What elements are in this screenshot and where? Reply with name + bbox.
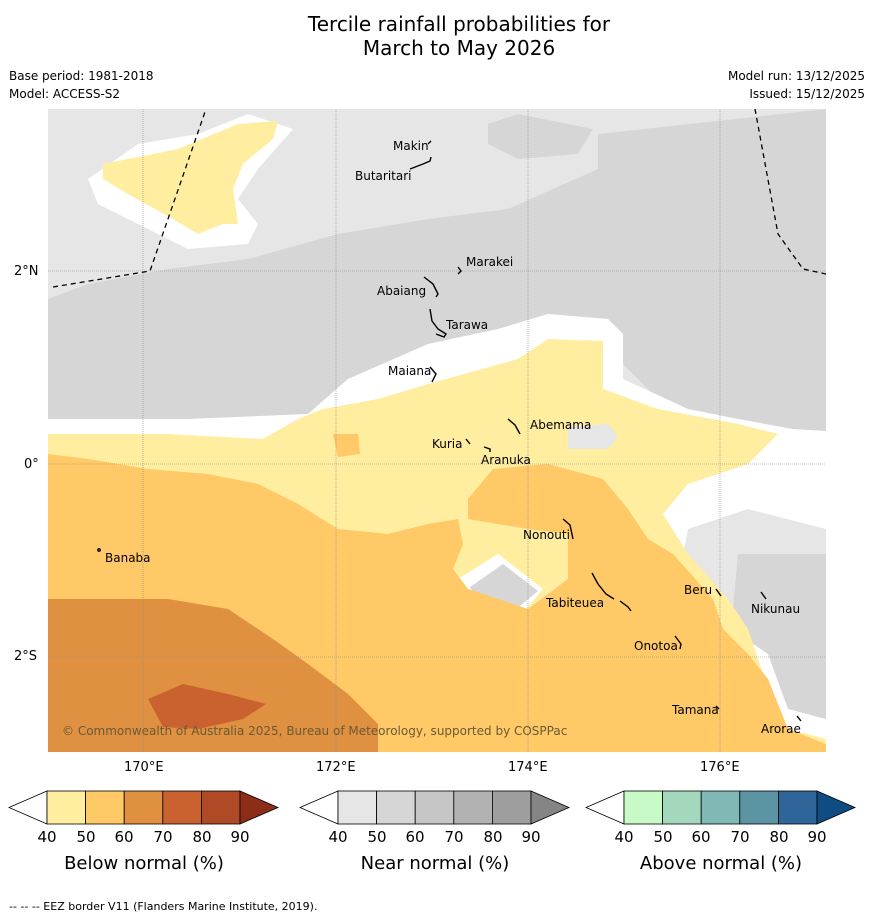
colorbar-segment	[662, 790, 702, 825]
colorbar-segment	[700, 790, 741, 825]
tick: 90	[230, 828, 250, 846]
place-maiana: Maiana	[388, 364, 432, 378]
model-name: Model: ACCESS-S2	[9, 87, 121, 101]
colorbar-segment	[162, 790, 202, 825]
colorbar-extend-low	[299, 790, 339, 825]
colorbar-title-below: Below normal (%)	[64, 853, 224, 874]
model-run: Model run: 13/12/2025	[727, 69, 865, 83]
colorbar-below-normal	[8, 790, 280, 825]
lat-label-2s: 2°S	[14, 649, 38, 664]
tick: 50	[653, 828, 673, 846]
place-marakei: Marakei	[466, 255, 514, 269]
place-onotoa: Onotoa	[634, 639, 678, 653]
colorbar-extend-low	[8, 790, 48, 825]
footnote-eez: -- -- -- EEZ border V11 (Flanders Marine…	[9, 900, 318, 913]
title-line-2: March to May 2026	[362, 36, 556, 60]
place-tabiteuea: Tabiteuea	[546, 596, 605, 610]
colorbar-title-above: Above normal (%)	[639, 853, 803, 874]
place-nikunau: Nikunau	[751, 602, 801, 616]
below-normal-50-patch	[333, 434, 360, 457]
tick: 70	[730, 828, 750, 846]
tick: 90	[807, 828, 827, 846]
map-title: Tercile rainfall probabilities for March…	[0, 12, 873, 60]
colorbar-segment	[46, 790, 86, 825]
colorbar-extend-high	[816, 790, 857, 825]
copyright-notice: © Commonwealth of Australia 2025, Bureau…	[62, 724, 568, 738]
eez-border	[52, 109, 826, 288]
place-tamana: Tamana	[672, 703, 719, 717]
near-normal-50-patch	[488, 114, 593, 159]
place-abaiang: Abaiang	[377, 284, 427, 298]
lon-label-172e: 172°E	[316, 760, 356, 775]
below-normal-40-north	[103, 121, 278, 234]
colorbar-above-normal	[585, 790, 857, 825]
place-beru: Beru	[684, 583, 713, 597]
title-line-1: Tercile rainfall probabilities for	[307, 12, 611, 36]
place-tarawa: Tarawa	[446, 318, 489, 332]
colorbar-near-normal	[299, 790, 571, 825]
colorbar-segment	[200, 790, 241, 825]
lon-label-170e: 170°E	[124, 760, 164, 775]
tick: 70	[444, 828, 464, 846]
place-aranuka: Aranuka	[481, 453, 531, 467]
colorbar-title-near: Near normal (%)	[360, 853, 510, 874]
lon-label-176e: 176°E	[700, 760, 740, 775]
tick: 50	[367, 828, 387, 846]
near-normal-patch-abemama	[568, 424, 618, 449]
colorbar-segment	[85, 790, 125, 825]
colorbar-segment	[623, 790, 663, 825]
tick: 40	[37, 828, 57, 846]
below-normal-60-region	[48, 599, 378, 752]
colorbar-segment	[123, 790, 164, 825]
place-kuria: Kuria	[432, 437, 463, 451]
tick: 80	[483, 828, 503, 846]
tick: 90	[521, 828, 541, 846]
place-nonouti: Nonouti	[523, 528, 570, 542]
colorbar-segment	[337, 790, 377, 825]
place-arorae: Arorae	[761, 722, 801, 736]
near-normal-50-region	[48, 109, 826, 449]
meta-left: Base period: 1981-2018 Model: ACCESS-S2	[9, 67, 154, 103]
colorbar-segment	[376, 790, 416, 825]
map-svg	[48, 109, 826, 752]
colorbar-segment	[777, 790, 818, 825]
tick: 60	[405, 828, 425, 846]
below-normal-70-region	[148, 684, 266, 729]
tick: 80	[192, 828, 212, 846]
meta-right: Model run: 13/12/2025 Issued: 15/12/2025	[728, 67, 865, 103]
gridlines	[48, 109, 826, 752]
tick: 70	[153, 828, 173, 846]
tick: 80	[769, 828, 789, 846]
place-makin: Makin	[393, 139, 429, 153]
map-area	[48, 109, 826, 752]
place-banaba: Banaba	[105, 551, 151, 565]
colorbar-segment	[414, 790, 455, 825]
colorbar-extend-high	[239, 790, 280, 825]
colorbar-extend-high	[530, 790, 571, 825]
place-butaritari: Butaritari	[355, 169, 412, 183]
lat-label-2n: 2°N	[14, 264, 39, 279]
tick: 60	[691, 828, 711, 846]
tick: 40	[614, 828, 634, 846]
lat-label-0: 0°	[24, 457, 39, 472]
island-outlines	[97, 140, 802, 722]
colorbar-extend-low	[585, 790, 625, 825]
colorbar-segment	[739, 790, 779, 825]
colorbar-segment	[491, 790, 532, 825]
issued-date: Issued: 15/12/2025	[749, 87, 865, 101]
place-abemama: Abemama	[530, 418, 592, 432]
tick: 50	[76, 828, 96, 846]
lon-label-174e: 174°E	[508, 760, 548, 775]
tick: 60	[114, 828, 134, 846]
tick: 40	[328, 828, 348, 846]
base-period: Base period: 1981-2018	[9, 69, 154, 83]
colorbar-segment	[453, 790, 493, 825]
